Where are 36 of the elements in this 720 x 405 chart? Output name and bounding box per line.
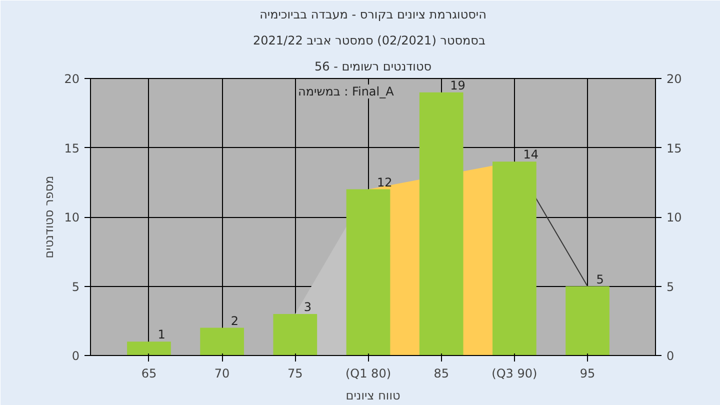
x-tick-label: 70 (214, 366, 230, 380)
y-tick-label: 15 (64, 141, 80, 156)
data-label: 14 (523, 148, 538, 162)
y-tick-label: 20 (64, 72, 80, 86)
y-tick-label: 5 (72, 280, 80, 294)
y-tick-label: 10 (64, 210, 80, 224)
x-tick-label: (Q1 80) (345, 366, 392, 380)
x-tick-label: 95 (580, 366, 596, 380)
y2-tick-label: 20 (666, 72, 682, 86)
bar (200, 328, 244, 356)
y-tick-label: 0 (72, 349, 80, 363)
bar (566, 286, 610, 356)
y-axis-title: מספר סטודנטים (42, 176, 56, 258)
bar (273, 314, 318, 356)
bar (127, 342, 171, 356)
x-tick-label: 65 (141, 366, 157, 380)
y2-tick-label: 10 (666, 210, 682, 224)
data-label: 19 (450, 78, 466, 92)
data-label: 2 (230, 314, 238, 328)
x-axis-title: טווח ציונים (346, 388, 400, 402)
bar (492, 162, 536, 356)
data-label: 1 (158, 328, 166, 342)
x-tick-label: (Q3 90) (492, 366, 538, 380)
y2-tick-label: 5 (666, 280, 674, 294)
y2-tick-label: 15 (666, 141, 682, 156)
y2-tick-label: 0 (666, 349, 674, 363)
x-tick-label: 85 (434, 366, 449, 380)
data-label: 12 (377, 175, 392, 190)
text: סטודנטים רשומים - 56 (314, 60, 432, 74)
chart-title: היסטוגרמת ציונים בקורס - מעבדה בביוכימיה (260, 8, 486, 22)
x-tick-label: 75 (288, 366, 303, 380)
chart-subtitle: בסמסטר (02/2021) סמסטר אביב 2021/22 (252, 34, 486, 48)
annotation: במשימה : Final_A (298, 84, 395, 98)
data-label: 3 (304, 300, 312, 314)
bar (419, 92, 464, 356)
data-label: 5 (596, 272, 604, 286)
